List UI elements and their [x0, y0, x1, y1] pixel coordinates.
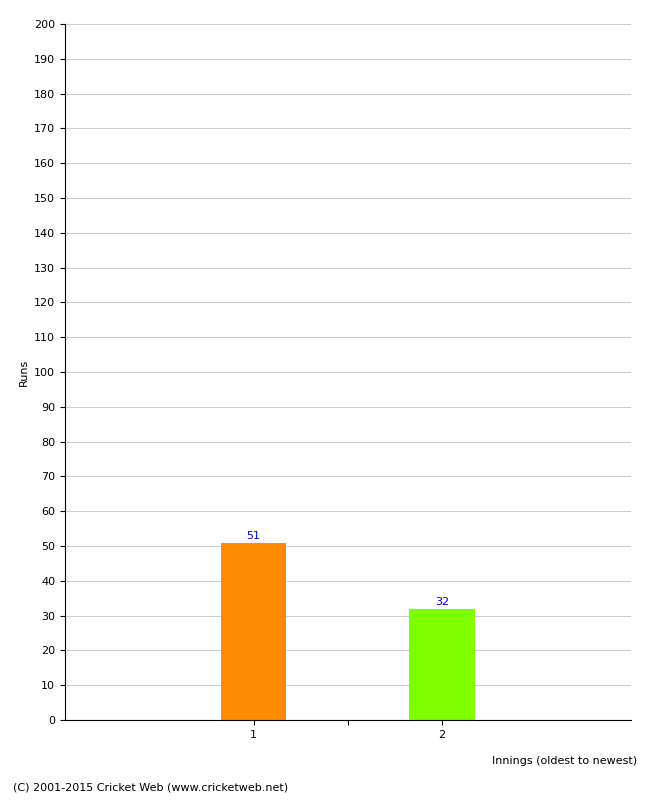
Bar: [409, 609, 475, 720]
Text: (C) 2001-2015 Cricket Web (www.cricketweb.net): (C) 2001-2015 Cricket Web (www.cricketwe…: [13, 782, 288, 792]
Bar: [220, 542, 287, 720]
Text: 32: 32: [435, 597, 449, 607]
Y-axis label: Runs: Runs: [19, 358, 29, 386]
Text: Innings (oldest to newest): Innings (oldest to newest): [492, 756, 637, 766]
Text: 51: 51: [246, 530, 261, 541]
